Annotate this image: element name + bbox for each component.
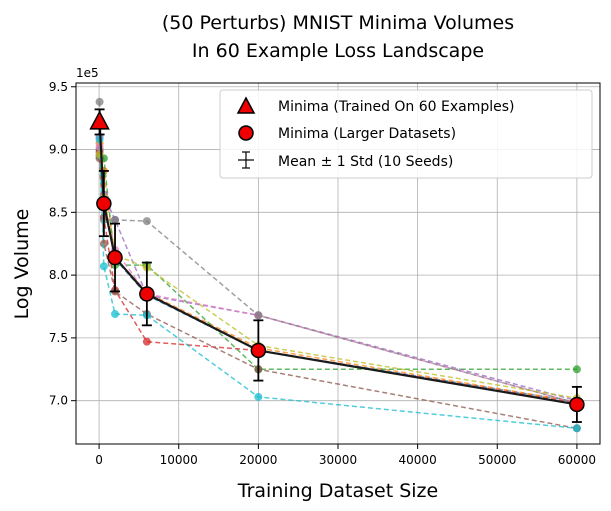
seed-point-seed-8: [95, 97, 104, 106]
legend-box: [219, 89, 593, 179]
seed-point-seed-10: [572, 424, 581, 433]
chart-title-line-2: In 60 Example Loss Landscape: [192, 40, 484, 62]
x-tick-label: 50000: [478, 453, 516, 467]
mean-marker-larger: [569, 396, 585, 413]
seed-line-seed-10: [98, 139, 577, 430]
seed-point-seed-10: [254, 392, 263, 401]
x-tick-label: 20000: [239, 453, 277, 467]
x-tick-label: 60000: [558, 453, 596, 467]
legend-triangle-marker: [236, 96, 256, 114]
legend-label-larger: Minima (Larger Datasets): [278, 126, 456, 142]
y-axis-label: Log Volume: [11, 209, 33, 320]
x-tick-label: 10000: [160, 453, 198, 467]
seed-point-seed-10: [111, 310, 120, 319]
mean-marker-larger: [96, 195, 112, 212]
y-tick-label: 8.0: [49, 268, 68, 282]
mean-marker-larger: [107, 249, 123, 266]
legend-label-mean: Mean ± 1 Std (10 Seeds): [278, 154, 453, 170]
seed-point-seed-4: [142, 337, 151, 346]
mean-marker-larger: [139, 286, 155, 302]
mean-marker-larger: [250, 342, 267, 359]
seed-point-seed-3: [572, 365, 581, 374]
y-tick-label: 7.0: [49, 394, 68, 408]
y-tick-label: 9.5: [49, 80, 68, 94]
y-tick-label: 9.0: [49, 143, 68, 157]
seed-point-seed-10: [99, 262, 108, 271]
y-offset-label: 1e5: [76, 66, 99, 80]
seed-line-seed-6: [98, 158, 578, 430]
seed-point-seed-8: [111, 215, 120, 224]
y-tick-label: 7.5: [49, 331, 68, 345]
x-tick-label: 40000: [399, 453, 437, 467]
legend: Minima (Trained On 60 Examples) Minima (…: [219, 89, 593, 179]
mean-marker-trained: [89, 110, 110, 130]
y-tick-label: 8.5: [49, 205, 68, 219]
legend-label-trained: Minima (Trained On 60 Examples): [278, 99, 515, 115]
legend-errorbar-marker: [238, 151, 254, 169]
mean-series: [89, 108, 585, 423]
legend-circle-marker: [238, 125, 254, 141]
seed-point-seed-6: [99, 239, 108, 248]
x-tick-label: 0: [95, 453, 103, 467]
seed-point-seed-8: [142, 217, 151, 226]
seed-point-seed-8: [254, 311, 263, 320]
x-tick-label: 30000: [319, 453, 357, 467]
x-axis-label: Training Dataset Size: [237, 480, 438, 502]
x-axis-ticks: 0 10000 20000 30000 40000 50000 60000: [95, 444, 596, 467]
y-axis-ticks: 7.0 7.5 8.0 8.5 9.0 9.5: [49, 80, 76, 408]
chart-title-line-1: (50 Perturbs) MNIST Minima Volumes: [162, 12, 514, 34]
seed-line-seed-4: [98, 152, 578, 404]
